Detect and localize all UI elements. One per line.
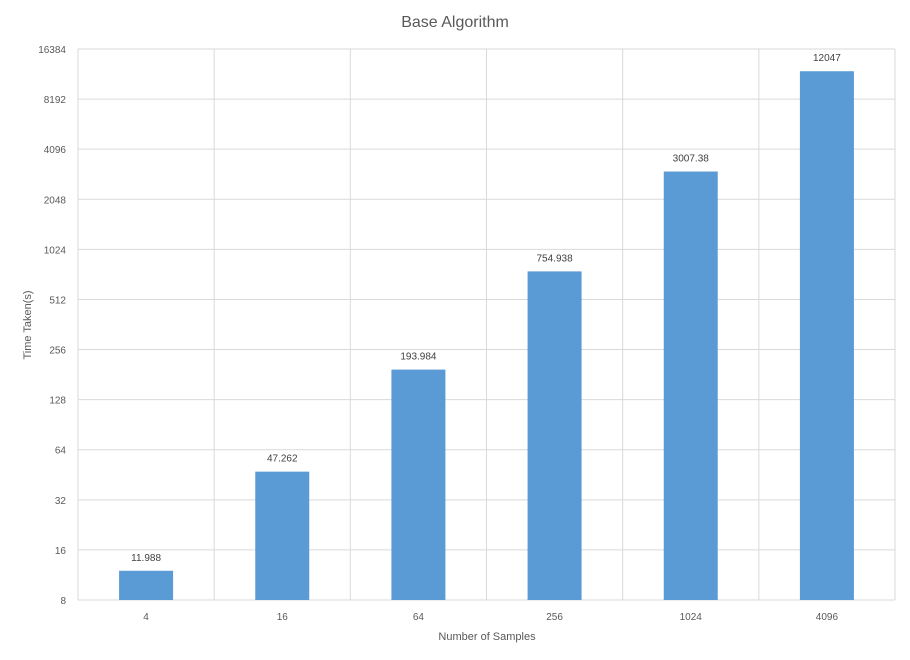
data-labels: 11.988 47.262 193.984 754.938 3007.38 12047 [131,53,841,564]
bar-4 [119,570,174,600]
y-axis-ticks: 8 16 32 64 128 256 512 1024 2048 4096 8192 16384 [38,45,66,607]
bar-4096 [799,71,854,601]
gridlines [77,48,896,601]
data-label: 754.938 [537,253,574,264]
y-axis-title: Time Taken(s) [22,290,34,359]
x-tick-label: 4 [143,612,149,623]
bar-1024 [663,171,718,601]
data-label: 193.984 [400,352,437,363]
y-tick-label: 1024 [44,245,67,256]
y-tick-label: 32 [55,496,67,507]
x-axis-ticks: 4 16 64 256 1024 4096 [143,612,838,623]
y-tick-label: 64 [55,446,67,457]
y-tick-label: 128 [49,396,66,407]
y-tick-label: 16384 [38,45,66,56]
y-tick-label: 16 [55,546,67,557]
bars [119,71,854,601]
data-label: 11.988 [131,553,161,564]
chart-title: Base Algorithm [401,14,509,31]
y-tick-label: 4096 [44,145,67,156]
data-label: 12047 [813,53,841,64]
y-tick-label: 8192 [44,95,67,106]
bar-64 [391,369,446,600]
x-tick-label: 64 [413,612,425,623]
y-tick-label: 2048 [44,195,67,206]
x-tick-label: 4096 [816,612,839,623]
bar-256 [527,271,582,600]
x-tick-label: 256 [546,612,563,623]
y-tick-label: 8 [60,596,66,607]
bar-16 [255,471,310,600]
x-axis-title: Number of Samples [438,631,536,643]
data-label: 47.262 [267,454,298,465]
y-tick-label: 512 [49,295,66,306]
data-label: 3007.38 [673,154,710,165]
x-tick-label: 16 [277,612,289,623]
y-tick-label: 256 [49,346,66,357]
x-tick-label: 1024 [680,612,703,623]
